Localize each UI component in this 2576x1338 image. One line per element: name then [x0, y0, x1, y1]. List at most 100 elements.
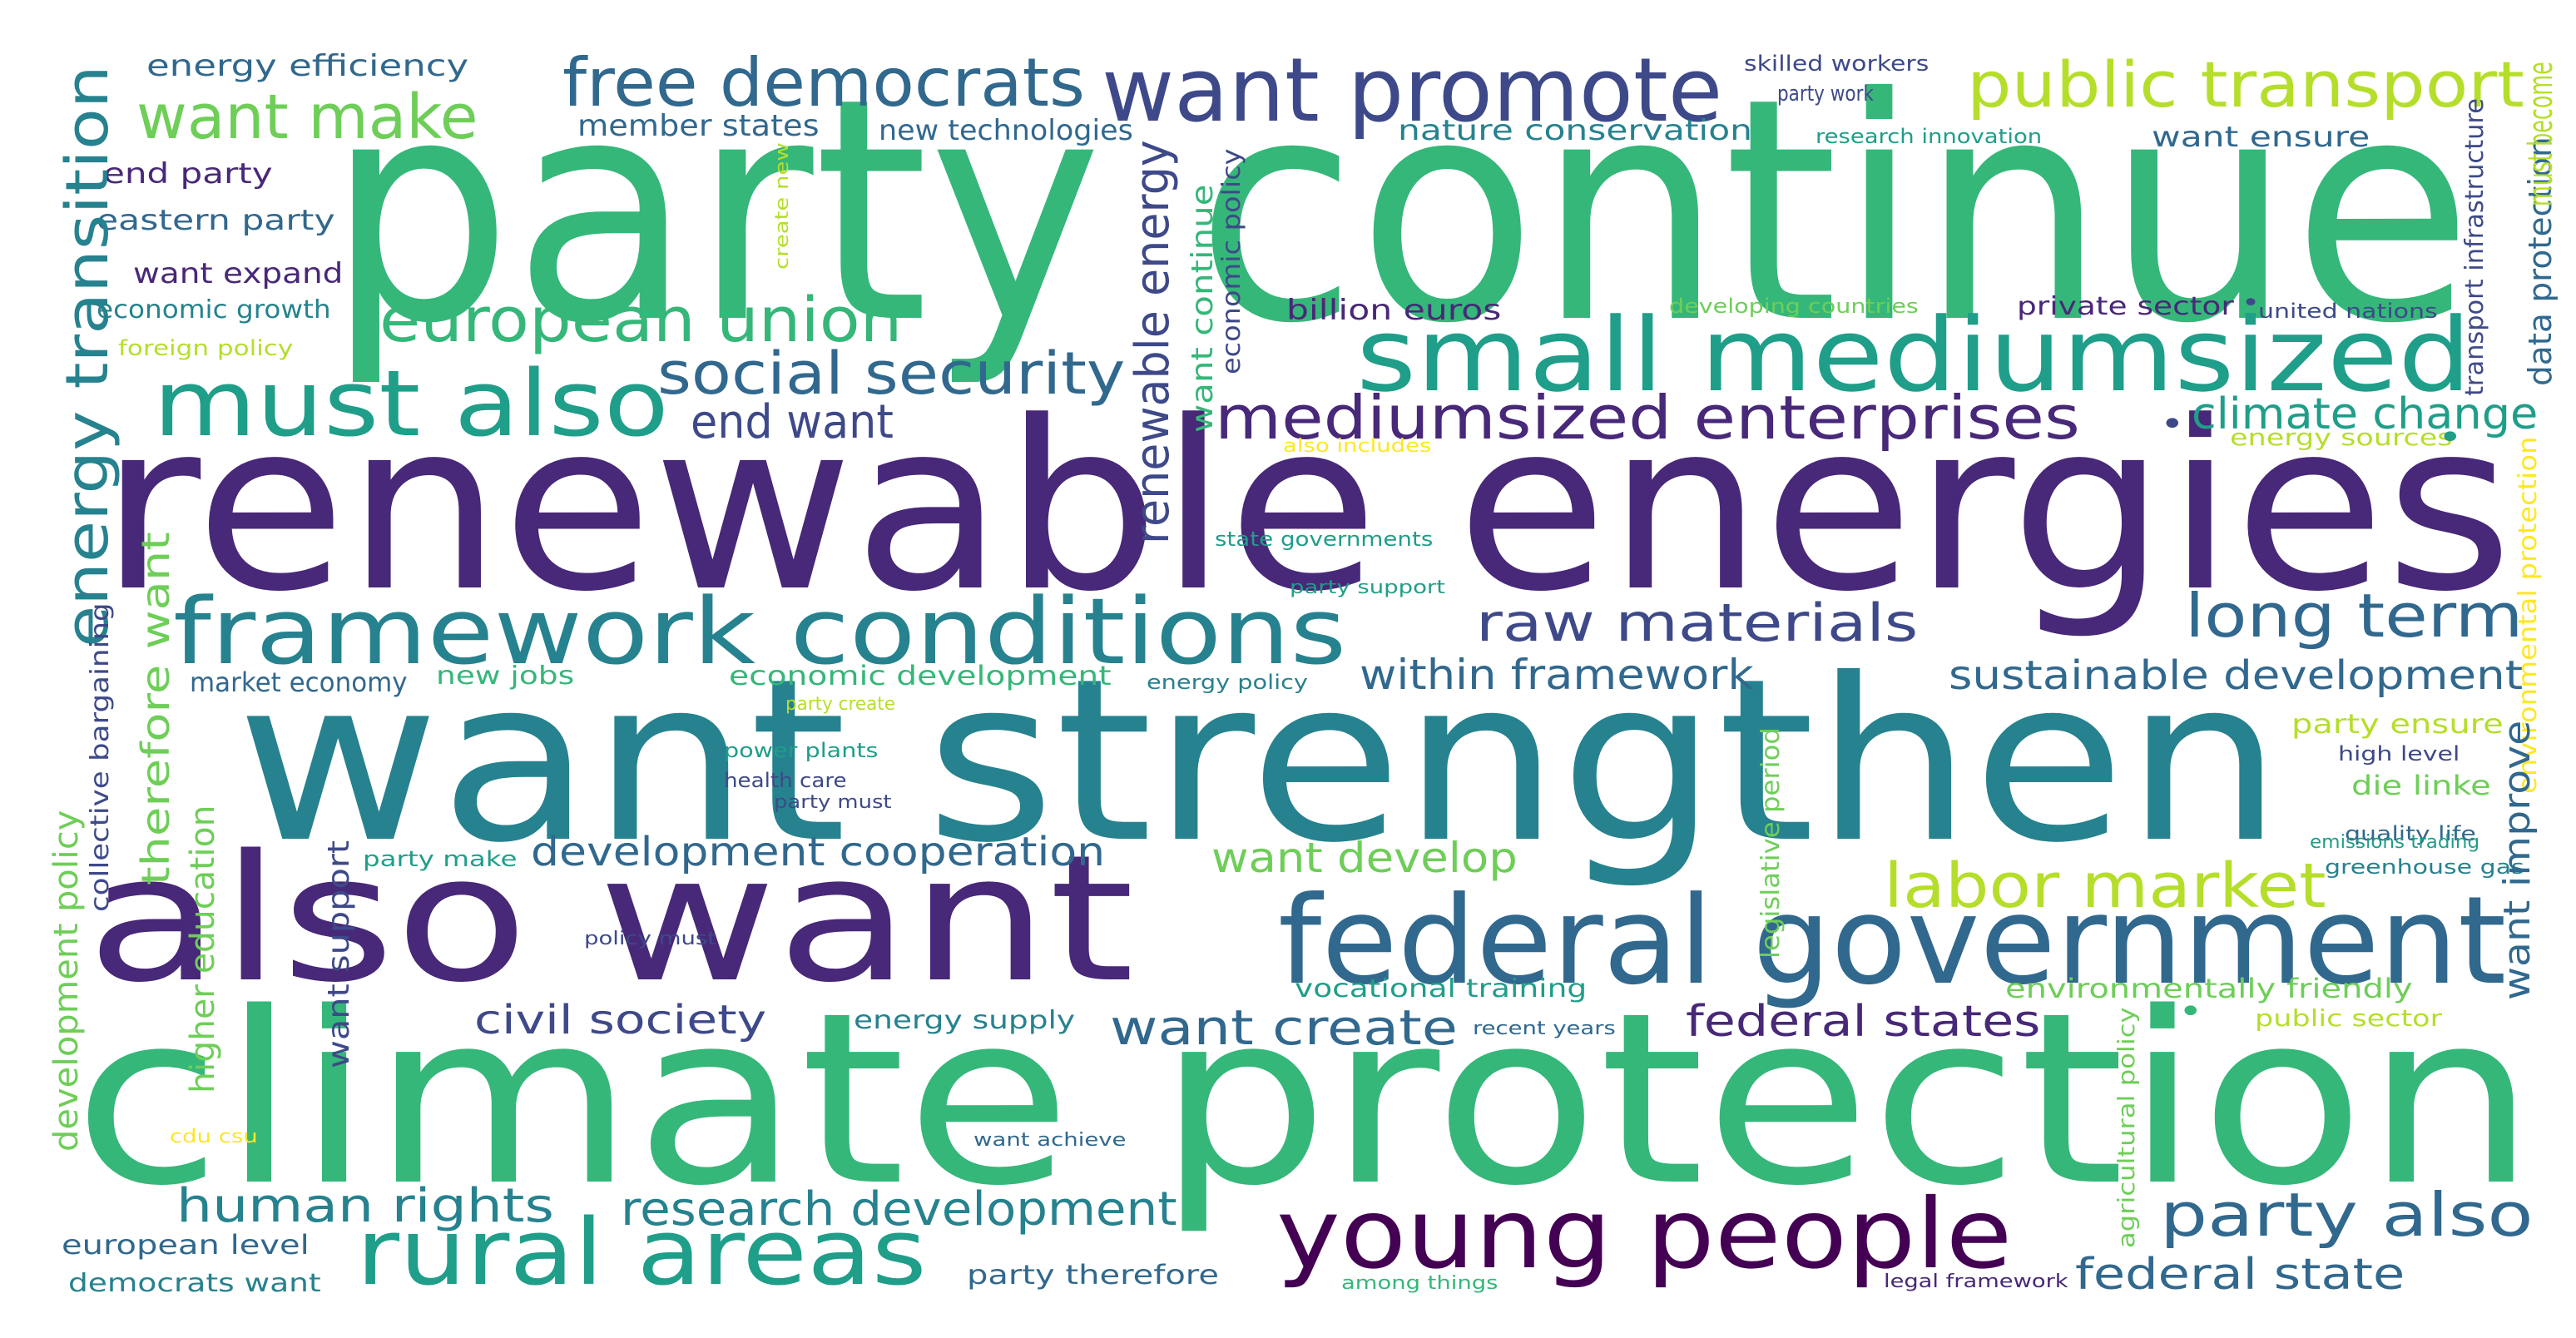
word-private-sector: private sector [2017, 292, 2234, 321]
word-skilled-workers: skilled workers [1744, 52, 1930, 77]
word-must-become: must become [2522, 62, 2560, 206]
word-economic-development: economic development [729, 660, 1112, 691]
word-policy-must: policy must [584, 929, 717, 949]
word-quality-life: quality life [2345, 822, 2476, 845]
word-public-sector: public sector [2255, 1004, 2442, 1032]
word-party-work: party work [1777, 82, 1874, 107]
word-collective-bargaining: collective bargaining [86, 602, 115, 912]
word-want-support: want support [322, 840, 356, 1068]
word-energy-transition: energy transition [53, 65, 121, 647]
word-cdu-csu: cdu csu [170, 1127, 258, 1147]
word-federal-state: federal state [2075, 1250, 2405, 1300]
word-member-states: member states [577, 109, 820, 143]
word-civil-society: civil society [474, 997, 767, 1043]
word-emissions-trading: emissions trading [2310, 832, 2480, 853]
word-rural-areas: rural areas [356, 1199, 927, 1306]
word-nature-conservation: nature conservation [1398, 114, 1752, 147]
word-party-continue: party continue [326, 33, 2474, 391]
word-social-security: social security [657, 339, 1126, 408]
word-legal-framework: legal framework [1884, 1271, 2068, 1292]
word-market-economy: market economy [190, 667, 408, 698]
word-dot: • [2160, 405, 2185, 444]
word-long-term: long term [2185, 581, 2524, 651]
word-energy-supply: energy supply [854, 1006, 1076, 1035]
word-economic-growth: economic growth [97, 295, 331, 325]
word-public-transport: public transport [1967, 47, 2524, 121]
word-higher-education: higher education [184, 805, 222, 1093]
word-want-improve: want improve [2496, 720, 2539, 1000]
word-dot: • [2438, 419, 2463, 457]
word-renewable-energy: renewable energy [1126, 140, 1180, 544]
word-agricultural-policy: agricultural policy [2113, 1007, 2140, 1248]
word-power-plants: power plants [724, 739, 879, 762]
word-energy-efficiency: energy efficiency [146, 49, 469, 83]
word-young-people: young people [1276, 1178, 2013, 1291]
word-democrats-want: democrats want [68, 1269, 321, 1298]
word-european-level: european level [62, 1229, 310, 1261]
word-health-care: health care [724, 769, 847, 792]
word-united-nations: united nations [2258, 300, 2438, 323]
word-want-ensure: want ensure [2152, 121, 2370, 154]
word-development-policy: development policy [47, 810, 86, 1152]
word-raw-materials: raw materials [1476, 592, 1919, 653]
word-dot: • [2242, 289, 2261, 318]
word-among-things: among things [1341, 1273, 1499, 1294]
word-dot: • [2178, 993, 2203, 1031]
word-research-development: research development [621, 1182, 1177, 1236]
word-sustainable-development: sustainable development [1949, 652, 2524, 699]
word-must-also: must also [153, 350, 669, 457]
word-want-continue: want continue [1186, 184, 1220, 433]
word-want-make: want make [136, 82, 478, 153]
word-energy-policy: energy policy [1147, 671, 1308, 694]
word-european-union: european union [379, 285, 903, 356]
word-transport-infrastructure: transport infrastructure [2460, 98, 2489, 396]
word-party-create: party create [785, 694, 895, 715]
word-energy-sources: energy sources [2230, 424, 2453, 451]
word-want-expand: want expand [133, 257, 344, 290]
word-die-linke: die linke [2351, 770, 2491, 801]
word-want-strengthen: want strengthen [236, 630, 2283, 892]
word-state-governments: state governments [1215, 528, 1434, 551]
word-free-democrats: free democrats [562, 44, 1085, 121]
word-development-cooperation: development cooperation [531, 829, 1106, 875]
word-want-promote: want promote [1102, 39, 1723, 141]
word-therefore-want: therefore want [133, 532, 178, 885]
word-party-ensure: party ensure [2291, 708, 2504, 740]
word-want-develop: want develop [1211, 834, 1518, 882]
word-party-support: party support [1290, 577, 1446, 598]
word-end-want: end want [691, 395, 894, 449]
word-greenhouse-gas: greenhouse gas [2325, 855, 2524, 879]
word-climate-change: climate change [2192, 389, 2539, 439]
word-high-level: high level [2338, 742, 2460, 766]
word-party-must: party must [774, 792, 892, 813]
word-eastern-party: eastern party [97, 204, 335, 237]
word-want-achieve: want achieve [973, 1130, 1127, 1151]
word-want-create: want create [1110, 999, 1459, 1056]
word-also-want: also want [87, 817, 1135, 1021]
word-recent-years: recent years [1473, 1018, 1616, 1039]
word-end-party: end party [103, 157, 273, 191]
word-also-includes: also includes [1283, 436, 1432, 457]
word-climate-protection: climate protection [73, 962, 2536, 1238]
word-mediumsized-enterprises: mediumsized enterprises [1215, 383, 2080, 453]
word-new-technologies: new technologies [879, 114, 1133, 147]
word-vocational-training: vocational training [1295, 974, 1588, 1004]
word-developing-countries: developing countries [1669, 295, 1919, 318]
word-party-therefore: party therefore [967, 1259, 1219, 1291]
word-human-rights: human rights [176, 1179, 554, 1233]
word-labor-market: labor market [1884, 850, 2326, 922]
word-new-jobs: new jobs [436, 662, 575, 691]
word-party-also: party also [2160, 1180, 2534, 1250]
word-foreign-policy: foreign policy [118, 336, 294, 361]
word-renewable-energies: renewable energies [100, 372, 2514, 643]
word-environmentally-friendly: environmentally friendly [2005, 973, 2413, 1004]
word-billion-euros: billion euros [1286, 294, 1502, 327]
word-party-make: party make [363, 847, 518, 872]
word-federal-government: federal government [1278, 870, 2507, 1012]
word-legislative-period: legislative period [1756, 727, 1786, 959]
word-economic-policy: economic policy [1217, 148, 1246, 374]
word-within-framework: within framework [1360, 651, 1754, 699]
word-research-innovation: research innovation [1816, 125, 2043, 148]
word-create-new: create new [772, 142, 793, 270]
